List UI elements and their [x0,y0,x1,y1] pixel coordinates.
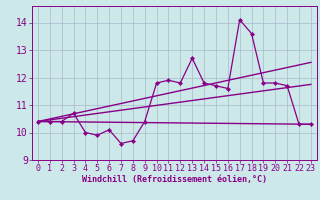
X-axis label: Windchill (Refroidissement éolien,°C): Windchill (Refroidissement éolien,°C) [82,175,267,184]
